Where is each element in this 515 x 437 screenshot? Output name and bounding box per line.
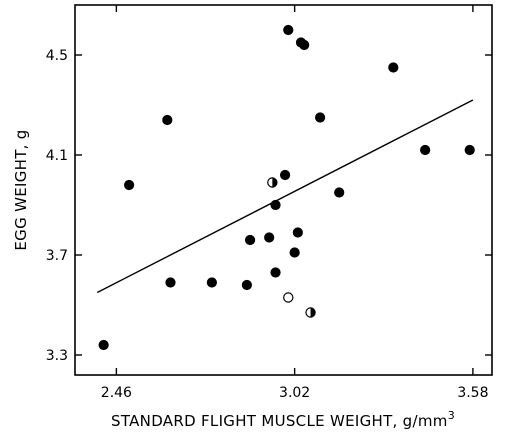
data-point-half-filled bbox=[305, 307, 316, 318]
x-tick-label: 3.02 bbox=[279, 385, 310, 401]
data-point-filled bbox=[244, 234, 256, 246]
data-point-filled bbox=[124, 179, 135, 191]
data-point-filled bbox=[98, 339, 109, 351]
data-point-filled bbox=[264, 232, 275, 243]
axis-ticks bbox=[75, 5, 492, 375]
x-tick-labels: 2.46 3.02 3.58 bbox=[101, 385, 489, 401]
data-point-half-filled bbox=[267, 177, 278, 188]
data-point-filled bbox=[334, 187, 345, 198]
data-point-filled bbox=[464, 144, 475, 156]
regression-line bbox=[96, 99, 474, 294]
data-point-filled bbox=[292, 227, 303, 238]
y-axis-title: EGG WEIGHT, g bbox=[12, 129, 30, 250]
data-points bbox=[98, 24, 475, 351]
plot-frame bbox=[74, 4, 493, 376]
y-tick-label: 3.7 bbox=[46, 248, 68, 264]
data-point-filled bbox=[299, 39, 310, 51]
y-tick-label: 4.1 bbox=[46, 148, 68, 164]
x-tick-label: 2.46 bbox=[101, 385, 132, 401]
data-point-filled bbox=[289, 247, 300, 258]
y-tick-label: 3.3 bbox=[46, 348, 68, 364]
data-point-filled bbox=[270, 199, 281, 211]
data-point-filled bbox=[315, 112, 326, 123]
data-point-open bbox=[283, 292, 294, 303]
data-point-filled bbox=[388, 62, 399, 73]
y-tick-labels: 3.3 3.7 4.1 4.5 bbox=[46, 48, 68, 364]
data-point-filled bbox=[420, 144, 431, 156]
x-tick-label: 3.58 bbox=[457, 385, 488, 401]
data-point-filled bbox=[165, 277, 176, 288]
data-point-filled bbox=[241, 279, 252, 291]
y-tick-label: 4.5 bbox=[46, 48, 68, 64]
data-point-filled bbox=[283, 24, 294, 36]
data-point-filled bbox=[162, 114, 173, 126]
x-axis-title: STANDARD FLIGHT MUSCLE WEIGHT, g/mm3 bbox=[111, 409, 455, 430]
x-axis-title-superscript: 3 bbox=[448, 409, 455, 422]
data-point-filled bbox=[279, 169, 291, 181]
x-axis-title-main: STANDARD FLIGHT MUSCLE WEIGHT, g/mm bbox=[111, 412, 448, 430]
data-point-filled bbox=[206, 277, 217, 288]
data-point-filled bbox=[270, 267, 281, 278]
